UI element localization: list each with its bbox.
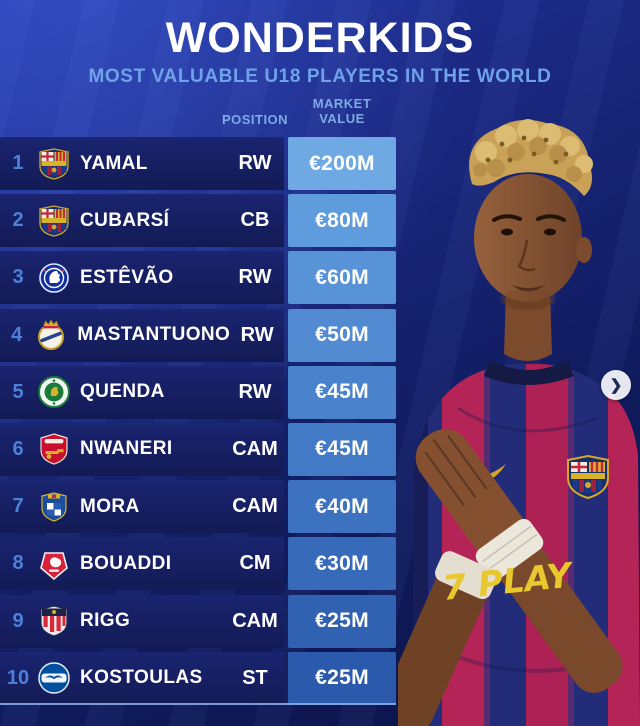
table-row: 9 RIGG CAM €25M xyxy=(0,594,396,648)
rank-number: 5 xyxy=(12,380,24,403)
player-name: ESTÊVÃO xyxy=(80,266,174,288)
player-position: RW xyxy=(238,266,272,289)
rank-number: 7 xyxy=(12,495,24,518)
player-row-main: 6 NWANERI CAM xyxy=(0,422,284,476)
player-position: RW xyxy=(238,380,272,403)
player-row-main: 4 MASTANTUONO RW xyxy=(0,308,284,362)
club-crest-barcelona-icon xyxy=(36,203,72,239)
player-row-main: 1 YAMAL RW xyxy=(0,137,284,190)
player-name: RIGG xyxy=(80,610,131,631)
market-value: €45M xyxy=(288,365,396,419)
player-position: CAM xyxy=(232,495,278,518)
player-row-main: 8 BOUADDI CM xyxy=(0,537,284,591)
club-crest-sporting-icon xyxy=(36,374,72,410)
player-position: ST xyxy=(242,666,268,689)
carousel-next-button[interactable]: ❯ xyxy=(601,370,631,400)
rank-number: 10 xyxy=(6,666,30,689)
player-row-main: 10 KOSTOULAS ST xyxy=(0,651,284,705)
rank-number: 2 xyxy=(12,209,24,232)
page-subtitle: MOST VALUABLE U18 PLAYERS IN THE WORLD xyxy=(88,66,552,87)
player-position: RW xyxy=(240,323,274,346)
player-name: KOSTOULAS xyxy=(80,667,203,689)
table-row: 10 KOSTOULAS ST €25M xyxy=(0,651,396,705)
player-position: CAM xyxy=(232,609,278,632)
table-row: 6 NWANERI CAM €45M xyxy=(0,422,396,476)
table-bottom-border xyxy=(0,703,396,705)
market-value: €80M xyxy=(288,194,396,248)
player-position: CM xyxy=(239,552,271,575)
column-header-market-line1: MARKET xyxy=(312,96,372,111)
player-row-main: 9 RIGG CAM xyxy=(0,594,284,648)
table-row: 8 BOUADDI CM €30M xyxy=(0,537,396,591)
club-crest-sunderland-icon xyxy=(36,603,72,639)
market-value: €200M xyxy=(288,137,396,190)
club-crest-brighton-icon xyxy=(36,660,72,696)
player-name: YAMAL xyxy=(80,152,148,174)
player-row-main: 3 ESTÊVÃO RW xyxy=(0,251,284,305)
column-header-market-value: MARKET VALUE xyxy=(288,96,396,126)
club-crest-porto-icon xyxy=(36,489,72,525)
player-position: RW xyxy=(238,152,272,174)
table-row: 2 CUBARSÍ CB €80M xyxy=(0,194,396,248)
market-value: €30M xyxy=(288,537,396,591)
club-crest-realmadrid-icon xyxy=(33,317,69,353)
chevron-right-icon: ❯ xyxy=(609,377,623,394)
player-position: CAM xyxy=(232,437,278,460)
page-title: WONDERKIDS xyxy=(165,14,475,62)
market-value: €40M xyxy=(288,480,396,534)
table-row: 5 QUENDA RW €45M xyxy=(0,365,396,419)
player-name: BOUADDI xyxy=(80,552,172,574)
market-value: €50M xyxy=(288,308,396,362)
club-crest-arsenal-icon xyxy=(36,431,72,467)
market-value: €60M xyxy=(288,251,396,305)
player-photo: 7 PLAY xyxy=(398,119,640,726)
table-row: 3 ESTÊVÃO RW €60M xyxy=(0,251,396,305)
ranking-table: 1 YAMAL RW €200M 2 CUBARSÍ CB €80M 3 ESTÊVÃO RW €60… xyxy=(0,137,396,709)
club-crest-lille-icon xyxy=(36,546,72,582)
column-header-market-line2: VALUE xyxy=(319,111,365,126)
table-row: 4 MASTANTUONO RW €50M xyxy=(0,308,396,362)
rank-number: 8 xyxy=(12,552,24,575)
player-row-main: 5 QUENDA RW xyxy=(0,365,284,419)
player-name: CUBARSÍ xyxy=(80,209,170,231)
player-name: NWANERI xyxy=(80,438,173,460)
rank-number: 6 xyxy=(12,437,24,460)
player-position: CB xyxy=(240,209,270,232)
player-row-main: 7 MORA CAM xyxy=(0,480,284,534)
table-row: 1 YAMAL RW €200M xyxy=(0,137,396,190)
rank-number: 3 xyxy=(12,266,24,289)
rank-number: 4 xyxy=(11,323,23,346)
club-crest-barcelona-icon xyxy=(36,146,72,182)
table-row: 7 MORA CAM €40M xyxy=(0,480,396,534)
player-name: QUENDA xyxy=(80,381,165,403)
club-crest-chelsea-icon xyxy=(36,260,72,296)
column-header-position: POSITION xyxy=(221,112,289,127)
player-row-main: 2 CUBARSÍ CB xyxy=(0,194,284,248)
rank-number: 1 xyxy=(12,152,24,174)
rank-number: 9 xyxy=(12,609,24,632)
market-value: €25M xyxy=(288,651,396,705)
player-name: MORA xyxy=(80,495,140,517)
market-value: €45M xyxy=(288,422,396,476)
player-name: MASTANTUONO xyxy=(77,324,231,346)
market-value: €25M xyxy=(288,594,396,648)
